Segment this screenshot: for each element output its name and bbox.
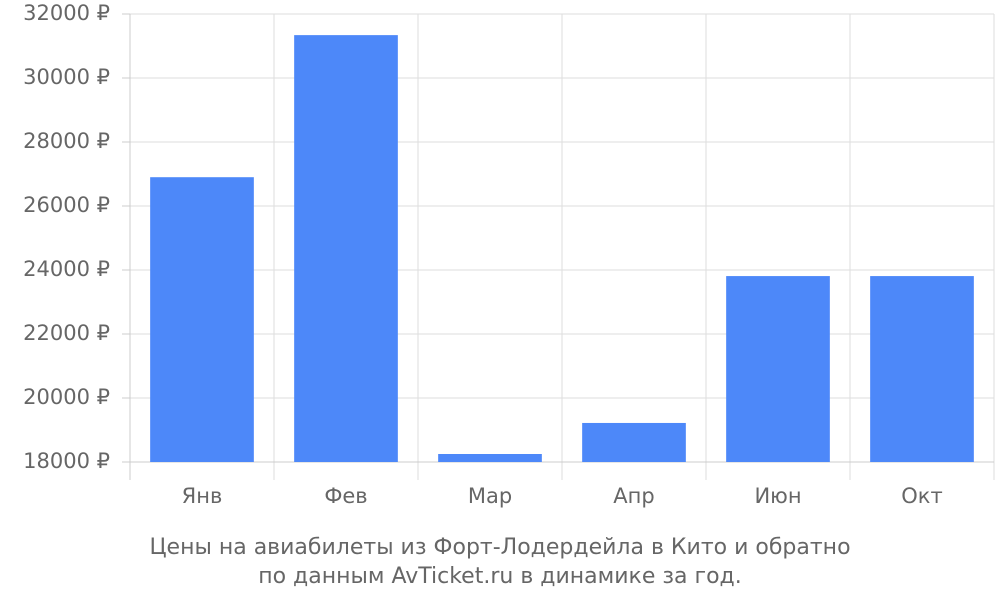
y-tick-label: 22000 ₽ bbox=[23, 321, 110, 345]
x-tick-label: Апр bbox=[613, 484, 654, 508]
bar bbox=[582, 422, 686, 462]
y-tick-label: 18000 ₽ bbox=[23, 449, 110, 473]
x-tick-label: Янв bbox=[182, 484, 223, 508]
x-tick-label: Окт bbox=[901, 484, 942, 508]
caption-line: по данным AvTicket.ru в динамике за год. bbox=[258, 564, 742, 589]
x-tick-label: Фев bbox=[324, 484, 367, 508]
bar bbox=[438, 454, 542, 462]
bar bbox=[726, 276, 830, 462]
bar bbox=[150, 177, 254, 462]
bar bbox=[294, 35, 398, 463]
bar bbox=[870, 276, 974, 462]
y-tick-label: 32000 ₽ bbox=[23, 1, 110, 25]
y-tick-label: 20000 ₽ bbox=[23, 385, 110, 409]
x-tick-label: Мар bbox=[468, 484, 512, 508]
y-tick-label: 30000 ₽ bbox=[23, 65, 110, 89]
y-tick-label: 26000 ₽ bbox=[23, 193, 110, 217]
y-tick-label: 28000 ₽ bbox=[23, 129, 110, 153]
y-tick-label: 24000 ₽ bbox=[23, 257, 110, 281]
x-tick-label: Июн bbox=[754, 484, 801, 508]
caption-line: Цены на авиабилеты из Форт-Лодердейла в … bbox=[149, 535, 850, 560]
